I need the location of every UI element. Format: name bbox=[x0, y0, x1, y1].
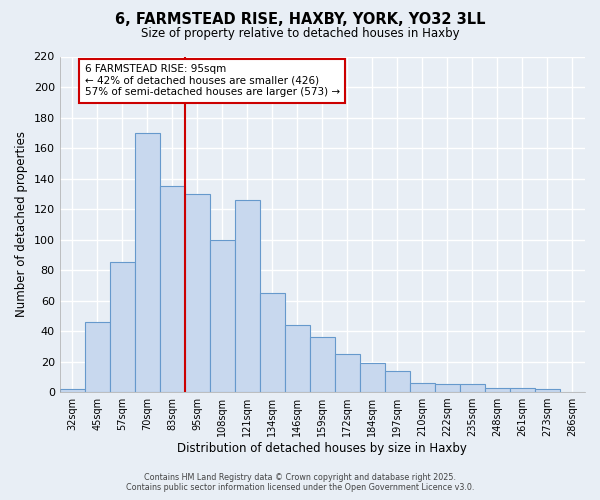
Bar bbox=[260, 293, 285, 392]
X-axis label: Distribution of detached houses by size in Haxby: Distribution of detached houses by size … bbox=[178, 442, 467, 455]
Bar bbox=[85, 322, 110, 392]
Text: Contains HM Land Registry data © Crown copyright and database right 2025.
Contai: Contains HM Land Registry data © Crown c… bbox=[126, 473, 474, 492]
Bar bbox=[385, 370, 410, 392]
Bar bbox=[160, 186, 185, 392]
Bar bbox=[335, 354, 360, 392]
Y-axis label: Number of detached properties: Number of detached properties bbox=[15, 132, 28, 318]
Bar bbox=[210, 240, 235, 392]
Bar bbox=[535, 389, 560, 392]
Bar bbox=[435, 384, 460, 392]
Text: 6, FARMSTEAD RISE, HAXBY, YORK, YO32 3LL: 6, FARMSTEAD RISE, HAXBY, YORK, YO32 3LL bbox=[115, 12, 485, 28]
Bar bbox=[310, 337, 335, 392]
Bar bbox=[510, 388, 535, 392]
Bar bbox=[485, 388, 510, 392]
Bar bbox=[460, 384, 485, 392]
Bar bbox=[410, 383, 435, 392]
Bar bbox=[285, 325, 310, 392]
Bar bbox=[185, 194, 210, 392]
Bar bbox=[135, 133, 160, 392]
Bar bbox=[235, 200, 260, 392]
Bar bbox=[110, 262, 135, 392]
Text: Size of property relative to detached houses in Haxby: Size of property relative to detached ho… bbox=[140, 28, 460, 40]
Text: 6 FARMSTEAD RISE: 95sqm
← 42% of detached houses are smaller (426)
57% of semi-d: 6 FARMSTEAD RISE: 95sqm ← 42% of detache… bbox=[85, 64, 340, 98]
Bar bbox=[360, 363, 385, 392]
Bar bbox=[59, 389, 85, 392]
